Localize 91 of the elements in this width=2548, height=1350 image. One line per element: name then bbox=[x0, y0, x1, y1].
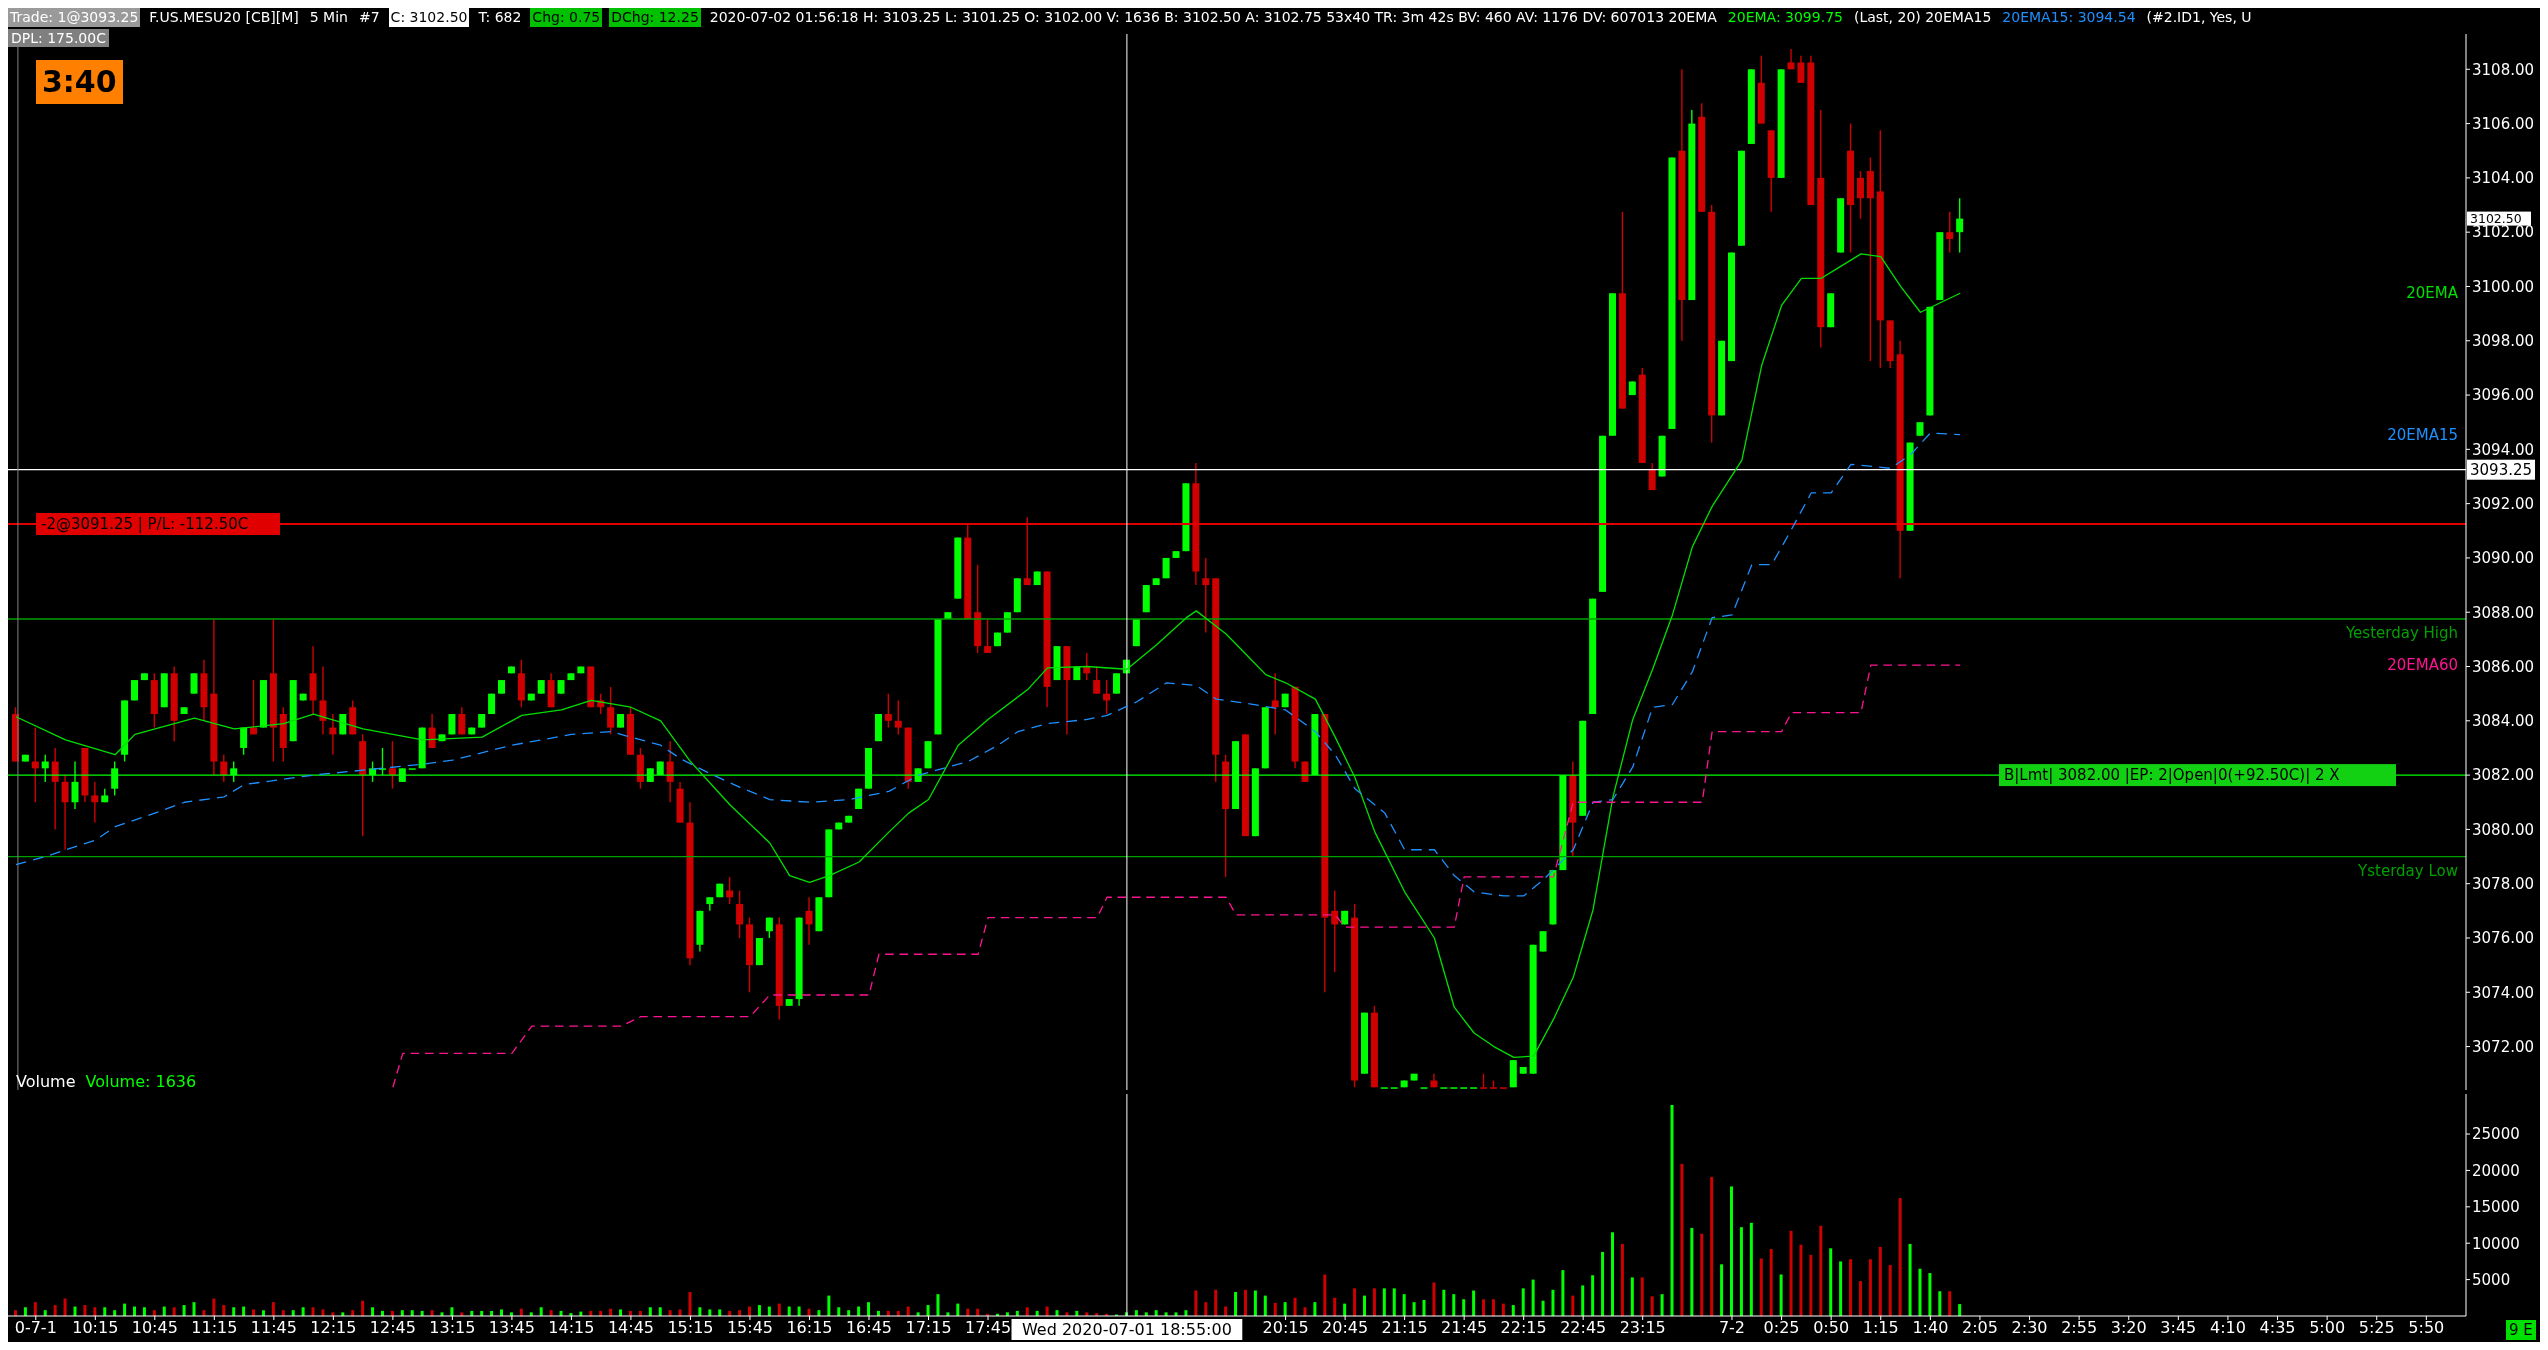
x-tick-label: 10:45 bbox=[131, 1318, 178, 1338]
y-tick-label: 3094.00 bbox=[2472, 440, 2535, 459]
x-tick-label: 21:45 bbox=[1441, 1318, 1488, 1338]
x-tick-label: 11:45 bbox=[250, 1318, 297, 1338]
y-tick-label: 20000 bbox=[2472, 1161, 2520, 1180]
x-tick-label: 20:45 bbox=[1322, 1318, 1369, 1338]
x-tick-label: 13:15 bbox=[429, 1318, 476, 1338]
y-tick-label: 3098.00 bbox=[2472, 332, 2535, 351]
y-tick-label: 10000 bbox=[2472, 1234, 2520, 1253]
text: 20EMA60 bbox=[2387, 656, 2458, 675]
text: 20EMA bbox=[2406, 284, 2459, 303]
text: 2020-07-02 01:56:18 H: 3103.25 L: 3101.25 O: 3102.00 V: 1636 B: 3102.50 A: 3102.75 53x40 TR: 3m 42s BV: 460 AV: 1176 DV: 607013 20EMA bbox=[708, 8, 1718, 27]
x-tick-label: 21:15 bbox=[1381, 1318, 1428, 1338]
x-tick-label: 15:15 bbox=[667, 1318, 714, 1338]
x-tick-label: 17:15 bbox=[905, 1318, 952, 1338]
text: Chg: 0.75 bbox=[530, 8, 603, 27]
annotation: 3:40 bbox=[36, 60, 123, 104]
text: 20EMA: 3099.75 bbox=[1726, 8, 1844, 27]
y-tick-label: 3078.00 bbox=[2472, 875, 2535, 894]
y-tick-label: 3092.00 bbox=[2472, 494, 2535, 513]
annotation: DPL: 175.00C bbox=[8, 29, 109, 47]
x-tick-label: 16:45 bbox=[845, 1318, 893, 1338]
x-tick-label: 2:30 bbox=[2011, 1318, 2048, 1338]
x-tick-label: 16:15 bbox=[786, 1318, 833, 1338]
y-tick-label: 3086.00 bbox=[2472, 657, 2535, 676]
x-tick-label: 17:45 bbox=[964, 1318, 1012, 1338]
text: 5 Min bbox=[308, 8, 349, 27]
x-tick-label: 4:10 bbox=[2209, 1318, 2246, 1338]
text: F.US.MESU20 [CB][M] bbox=[148, 8, 300, 27]
text: Trade: 1@3093.25 bbox=[8, 8, 141, 27]
y-tick-label: 5000 bbox=[2472, 1270, 2511, 1289]
x-tick-label: 22:45 bbox=[1560, 1318, 1607, 1338]
text: T: 682 bbox=[477, 8, 523, 27]
x-tick-label: 5:00 bbox=[2309, 1318, 2346, 1338]
x-tick-label: 0:25 bbox=[1763, 1318, 1800, 1338]
y-tick-label: 3082.00 bbox=[2472, 766, 2535, 785]
order-tag: B|Lmt| 3082.00 |EP: 2|Open|0(+92.50C)| 2 X bbox=[1999, 764, 2396, 787]
x-tick-label: 12:45 bbox=[369, 1318, 416, 1338]
text: 20EMA15 bbox=[2387, 425, 2458, 444]
x-tick-label: 22:15 bbox=[1500, 1318, 1547, 1338]
x-tick-label: 5:50 bbox=[2408, 1318, 2445, 1338]
text: (Last, 20) 20EMA15 bbox=[1852, 8, 1993, 27]
x-tick-label: 0:50 bbox=[1813, 1318, 1850, 1338]
x-tick-label: 4:35 bbox=[2259, 1318, 2296, 1338]
x-tick-label: 14:15 bbox=[548, 1318, 595, 1338]
y-tick-label: 3090.00 bbox=[2472, 549, 2535, 568]
text: #7 bbox=[357, 8, 381, 27]
x-tick-label: 3:45 bbox=[2160, 1318, 2197, 1338]
x-tick-label: 11:15 bbox=[191, 1318, 238, 1338]
x-tick-label: 1:40 bbox=[1912, 1318, 1949, 1338]
text: 9 E bbox=[2506, 1320, 2536, 1340]
x-tick-label: 0-7-1 bbox=[14, 1318, 57, 1338]
x-tick-label: 15:45 bbox=[726, 1318, 774, 1338]
x-tick-label: 23:15 bbox=[1619, 1318, 1666, 1338]
ref-line-label: Wed 2020-07-01 18:55:00 bbox=[1021, 1320, 1232, 1339]
annotation: Volume: 1636 bbox=[85, 1072, 197, 1091]
y-tick-label: 3074.00 bbox=[2472, 983, 2535, 1002]
x-tick-label: 1:15 bbox=[1862, 1318, 1899, 1338]
y-tick-label: 3096.00 bbox=[2472, 386, 2535, 405]
x-tick-label: 10:15 bbox=[72, 1318, 119, 1338]
y-tick-label: 3100.00 bbox=[2472, 277, 2535, 296]
y-tick-label: 3084.00 bbox=[2472, 712, 2535, 731]
x-tick-label: 14:45 bbox=[607, 1318, 654, 1338]
y-tick-label: 25000 bbox=[2472, 1125, 2520, 1144]
ref-line-label: B|Lmt| 3082.00 |EP: 2|Open|0(+92.50C)| 2 X bbox=[2004, 766, 2340, 785]
y-tick-label: 3104.00 bbox=[2472, 169, 2535, 188]
y-tick-label: 3108.00 bbox=[2472, 60, 2535, 79]
y-tick-label: 3088.00 bbox=[2472, 603, 2535, 622]
x-tick-label: 12:15 bbox=[310, 1318, 357, 1338]
y-tick-label: 3072.00 bbox=[2472, 1037, 2535, 1056]
y-tick-label: 3080.00 bbox=[2472, 820, 2535, 839]
text: C: 3102.50 bbox=[388, 8, 470, 27]
text: 20EMA15: 3094.54 bbox=[2001, 8, 2137, 27]
text: (#2.ID1, Yes, U bbox=[2145, 8, 2253, 27]
text: DChg: 12.25 bbox=[609, 8, 701, 27]
x-tick-label: 3:20 bbox=[2110, 1318, 2147, 1338]
ref-line-label: Yesterday High bbox=[2344, 624, 2458, 643]
ref-line-label: Ysterday Low bbox=[2357, 861, 2458, 880]
position-tag: -2@3091.25 | P/L: -112.50C bbox=[36, 513, 280, 535]
x-tick-label: 5:25 bbox=[2358, 1318, 2395, 1338]
ref-line-label: -2@3091.25 | P/L: -112.50C bbox=[41, 514, 249, 533]
x-tick-label: 2:05 bbox=[1961, 1318, 1998, 1338]
chart-title: Volume bbox=[16, 1072, 76, 1091]
ref-line-label: 3093.25 bbox=[2470, 460, 2533, 479]
x-tick-label: 7-2 bbox=[1718, 1318, 1746, 1338]
y-tick-label: 15000 bbox=[2472, 1198, 2520, 1217]
x-tick-label: 20:15 bbox=[1262, 1318, 1309, 1338]
y-tick-label: 3076.00 bbox=[2472, 929, 2535, 948]
x-tick-label: 13:45 bbox=[488, 1318, 535, 1338]
x-tick-label: 2:55 bbox=[2061, 1318, 2098, 1338]
y-tick-label: 3106.00 bbox=[2472, 114, 2535, 133]
